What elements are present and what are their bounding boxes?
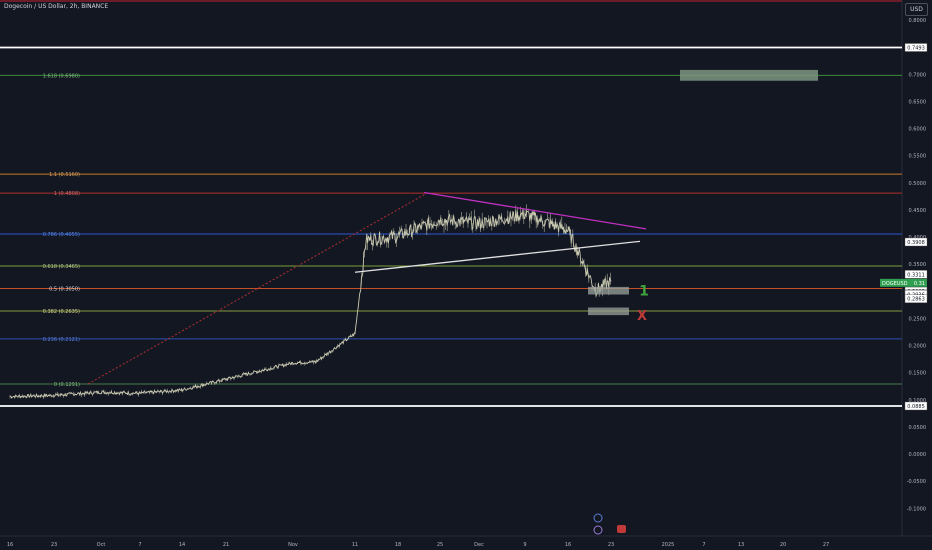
candle-wicks <box>9 204 611 399</box>
fib-diagonal-line[interactable] <box>87 192 428 385</box>
x-axis-tick-label: Dec <box>474 542 484 548</box>
price-tag-label: 0.3311 <box>907 272 925 278</box>
y-axis-tick-label: -0.0500 <box>907 479 926 485</box>
y-axis-tick-label: 0.7000 <box>909 72 927 78</box>
support-box-lower[interactable] <box>588 307 629 316</box>
support-box-upper[interactable] <box>588 286 629 295</box>
y-axis-tick-label: 0.4500 <box>909 208 927 214</box>
price-tag-box <box>904 401 928 411</box>
lower-trendline[interactable] <box>354 240 641 273</box>
x-axis-tick-label: 23 <box>51 542 57 548</box>
x-axis-tick-label: Nov <box>288 542 298 548</box>
x-axis-tick-label: 18 <box>395 542 401 548</box>
chart-title: Dogecoin / US Dollar, 2h, BINANCE <box>4 3 109 10</box>
fib-level-label: 1 (0.4808) <box>54 191 80 197</box>
x-axis-tick-label: 14 <box>179 542 185 548</box>
price-tag-label: 0.7493 <box>907 46 925 52</box>
upper-trendline[interactable] <box>423 191 647 230</box>
fib-level-label: 0.236 (0.2121) <box>43 337 80 343</box>
x-axis-tick-label: 7 <box>702 542 705 548</box>
annotation-one: 1 <box>639 284 649 300</box>
fib-level-label: 0.786 (0.4055) <box>43 232 80 238</box>
x-axis-tick-label: 16 <box>7 542 13 548</box>
x-axis-tick-label: 20 <box>780 542 786 548</box>
price-tag-label: 0.2863 <box>907 297 925 303</box>
y-axis-tick-label: 0.5500 <box>909 154 927 160</box>
fib-level-label: 1.618 (0.6980) <box>43 73 80 79</box>
symbol-label: DOGEUSD <box>882 281 908 287</box>
x-axis-tick-label: 27 <box>823 542 829 548</box>
fib-level-label: 0.5 (0.3050) <box>49 287 80 293</box>
y-axis-tick-label: 0.8000 <box>909 18 927 24</box>
y-axis-tick-label: 0.0500 <box>909 425 927 431</box>
price-tag-label: 0.3908 <box>907 240 925 246</box>
y-axis-tick-label: 0.2500 <box>909 316 927 322</box>
x-axis-tick-label: 11 <box>352 542 358 548</box>
x-axis-tick-label: 2025 <box>662 542 675 548</box>
price-tag-box <box>904 294 928 303</box>
price-tag-label: 0.0885 <box>907 404 925 410</box>
x-axis-tick-label: 7 <box>138 542 141 548</box>
price-tag-box <box>904 237 928 247</box>
y-axis-tick-label: 0.6500 <box>909 99 927 105</box>
symbol-price: 0.31 <box>914 281 925 287</box>
y-axis-tick-label: 0.2000 <box>909 344 927 350</box>
price-tag-box <box>904 43 928 52</box>
event-icon[interactable] <box>593 513 603 523</box>
x-axis-tick-label: 16 <box>565 542 571 548</box>
x-axis-tick-label: 25 <box>437 542 443 548</box>
x-axis-tick-label: 23 <box>608 542 614 548</box>
annotation-x: X <box>637 309 647 324</box>
x-axis-tick-label: 21 <box>223 542 229 548</box>
price-line <box>9 209 612 399</box>
fib-level-label: 0.382 (0.2635) <box>43 309 80 315</box>
event-icon[interactable] <box>593 525 603 535</box>
y-axis-tick-label: 0.5000 <box>909 181 927 187</box>
fib-level-label: 1.1 (0.5160) <box>49 172 80 178</box>
y-axis-tick-label: 0.6000 <box>909 127 927 133</box>
y-axis-tick-label: -0.1000 <box>907 506 926 512</box>
fib-level-label: 0.618 (0.3465) <box>43 264 80 270</box>
y-axis-tick-label: 0.0000 <box>909 452 927 458</box>
y-axis-tick-label: 0.1000 <box>909 398 927 404</box>
upper-target-box[interactable] <box>680 69 818 81</box>
fib-level-label: 0 (0.1291) <box>54 382 80 388</box>
y-axis-tick-label: 0.3500 <box>909 262 927 268</box>
x-axis-tick-label: 13 <box>738 542 744 548</box>
price-tag-box <box>904 270 928 279</box>
y-axis-tick-label: 0.1500 <box>909 371 927 377</box>
x-axis-tick-label: Oct <box>97 542 106 548</box>
symbol-price-tag <box>880 278 927 287</box>
currency-button[interactable]: USD <box>905 3 928 16</box>
x-axis-tick-label: 9 <box>523 542 526 548</box>
calendar-icon[interactable] <box>617 525 626 533</box>
